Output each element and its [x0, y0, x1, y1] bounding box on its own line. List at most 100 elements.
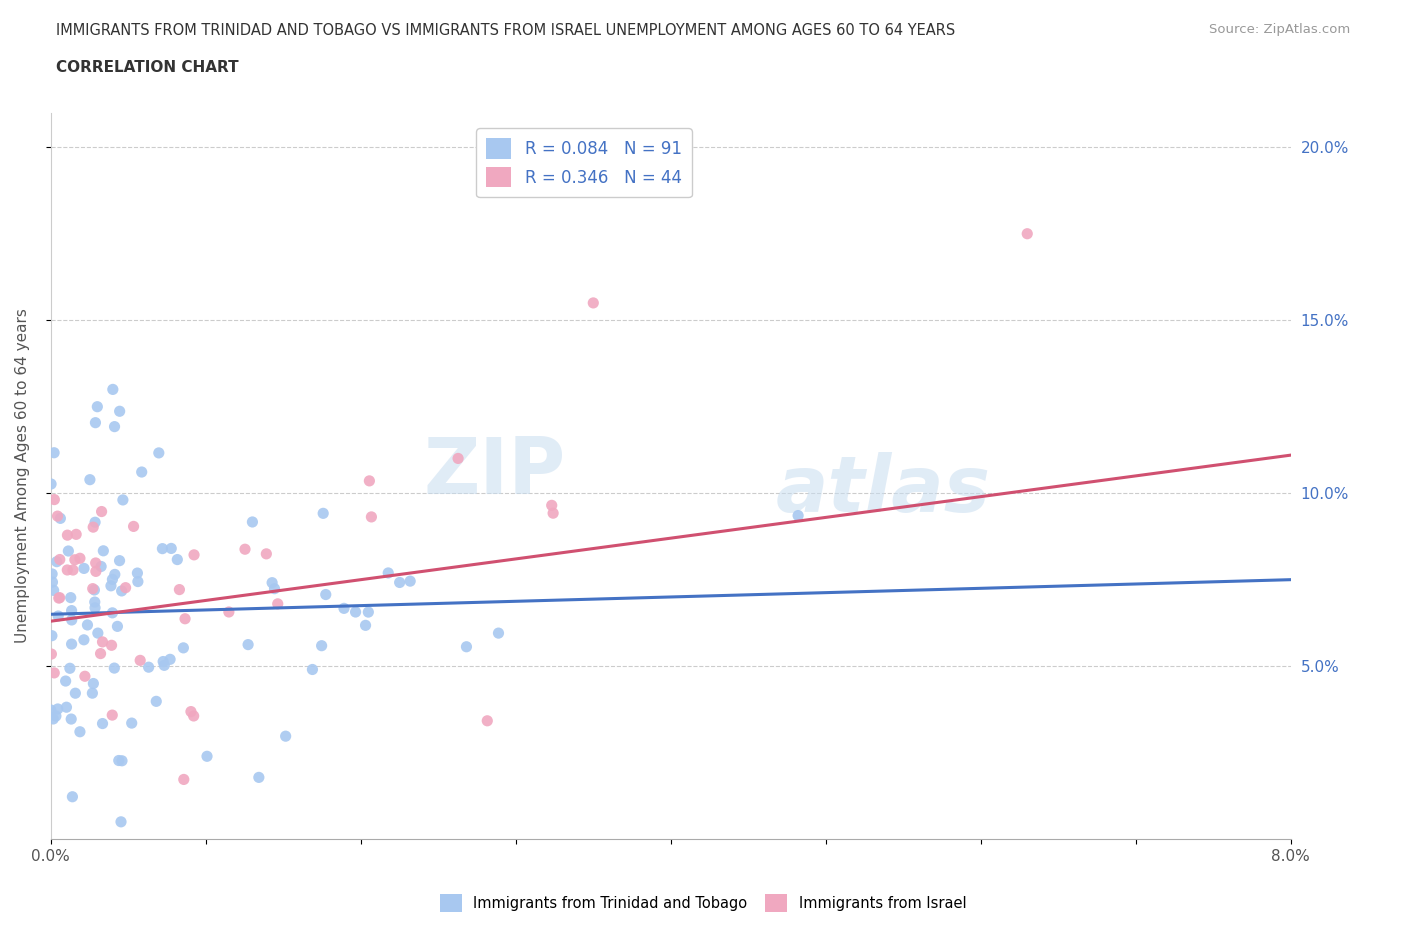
Point — [60, 613, 83, 628]
Point — [111, 583, 134, 598]
Point — [114, 580, 136, 595]
Point — [84, 601, 107, 616]
Point — [101, 605, 124, 620]
Point — [152, 654, 174, 669]
Point — [84, 555, 107, 570]
Point — [86, 399, 108, 414]
Point — [111, 753, 134, 768]
Point — [359, 473, 381, 488]
Point — [84, 515, 107, 530]
Text: atlas: atlas — [776, 452, 991, 528]
Point — [582, 296, 605, 311]
Point — [103, 419, 125, 434]
Point — [122, 519, 145, 534]
Point — [242, 514, 264, 529]
Point — [108, 404, 131, 418]
Point — [145, 694, 167, 709]
Point — [333, 601, 356, 616]
Point — [315, 587, 337, 602]
Point — [39, 702, 62, 717]
Point — [129, 653, 152, 668]
Point — [183, 548, 205, 563]
Point — [100, 578, 122, 593]
Point — [46, 701, 69, 716]
Point — [41, 575, 63, 590]
Point — [344, 604, 367, 619]
Point — [65, 685, 87, 700]
Text: IMMIGRANTS FROM TRINIDAD AND TOBAGO VS IMMIGRANTS FROM ISRAEL UNEMPLOYMENT AMONG: IMMIGRANTS FROM TRINIDAD AND TOBAGO VS I… — [56, 23, 956, 38]
Point — [399, 574, 422, 589]
Point — [49, 552, 72, 567]
Point — [84, 415, 107, 430]
Point — [83, 582, 105, 597]
Point — [60, 790, 83, 804]
Point — [1017, 226, 1039, 241]
Point — [540, 498, 562, 512]
Point — [56, 527, 79, 542]
Point — [107, 753, 129, 768]
Point — [73, 561, 96, 576]
Point — [477, 713, 499, 728]
Point — [166, 552, 188, 567]
Point — [377, 565, 399, 580]
Text: Source: ZipAtlas.com: Source: ZipAtlas.com — [1209, 23, 1350, 36]
Point — [160, 541, 183, 556]
Point — [73, 669, 96, 684]
Point — [59, 591, 82, 605]
Point — [267, 596, 290, 611]
Point — [62, 563, 84, 578]
Point — [183, 709, 205, 724]
Point — [360, 510, 382, 525]
Point — [46, 509, 69, 524]
Point — [159, 652, 181, 667]
Point — [63, 552, 86, 567]
Point — [354, 618, 377, 632]
Point — [104, 567, 127, 582]
Point — [84, 564, 107, 578]
Point — [55, 673, 77, 688]
Point — [42, 445, 65, 460]
Point — [180, 704, 202, 719]
Point — [90, 504, 112, 519]
Point — [138, 659, 160, 674]
Point — [301, 662, 323, 677]
Point — [111, 493, 134, 508]
Point — [65, 527, 87, 542]
Point — [121, 716, 143, 731]
Point — [247, 770, 270, 785]
Text: CORRELATION CHART: CORRELATION CHART — [56, 60, 239, 75]
Point — [108, 553, 131, 568]
Point — [90, 559, 112, 574]
Point — [254, 547, 277, 562]
Point — [312, 506, 335, 521]
Point — [41, 566, 63, 581]
Point — [93, 543, 115, 558]
Point — [76, 618, 98, 632]
Point — [91, 634, 114, 649]
Point — [69, 724, 91, 739]
Point — [488, 626, 510, 641]
Point — [41, 629, 63, 644]
Point — [388, 575, 411, 590]
Point — [55, 699, 77, 714]
Point — [46, 608, 69, 623]
Point — [131, 465, 153, 480]
Point — [172, 641, 194, 656]
Point — [127, 565, 149, 580]
Point — [83, 594, 105, 609]
Point — [148, 445, 170, 460]
Point — [91, 716, 114, 731]
Point — [447, 451, 470, 466]
Point — [73, 632, 96, 647]
Legend: Immigrants from Trinidad and Tobago, Immigrants from Israel: Immigrants from Trinidad and Tobago, Imm… — [434, 888, 972, 918]
Point — [274, 729, 297, 744]
Point — [233, 542, 256, 557]
Point — [82, 581, 104, 596]
Point — [103, 660, 125, 675]
Point — [153, 658, 176, 672]
Point — [42, 711, 65, 726]
Point — [100, 638, 122, 653]
Point — [195, 749, 218, 764]
Point — [174, 611, 197, 626]
Legend: R = 0.084   N = 91, R = 0.346   N = 44: R = 0.084 N = 91, R = 0.346 N = 44 — [477, 128, 692, 197]
